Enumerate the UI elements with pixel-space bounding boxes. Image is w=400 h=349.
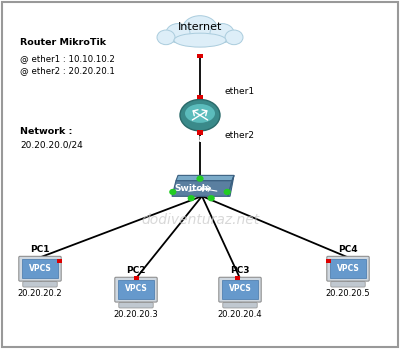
Text: PC4: PC4 — [338, 245, 358, 254]
Text: dodiventuraz.net: dodiventuraz.net — [141, 213, 259, 227]
Text: 20.20.20.0/24: 20.20.20.0/24 — [20, 140, 83, 149]
Text: Router MikroTik: Router MikroTik — [20, 38, 106, 47]
Polygon shape — [176, 175, 234, 181]
Ellipse shape — [157, 30, 175, 45]
Bar — [234, 276, 240, 281]
Ellipse shape — [180, 99, 220, 131]
Ellipse shape — [183, 16, 217, 40]
FancyBboxPatch shape — [119, 302, 153, 308]
Text: PC1: PC1 — [30, 245, 50, 254]
FancyBboxPatch shape — [22, 260, 58, 278]
Text: 20.20.20.5: 20.20.20.5 — [326, 289, 370, 298]
Ellipse shape — [166, 23, 190, 43]
Bar — [134, 276, 140, 281]
FancyBboxPatch shape — [23, 281, 57, 287]
FancyBboxPatch shape — [327, 256, 369, 281]
Ellipse shape — [225, 30, 243, 45]
Ellipse shape — [174, 33, 226, 47]
FancyBboxPatch shape — [223, 302, 257, 308]
Text: 20.20.20.4: 20.20.20.4 — [218, 310, 262, 319]
Bar — [198, 53, 202, 58]
Ellipse shape — [166, 23, 190, 43]
Text: ether1: ether1 — [224, 87, 254, 96]
Text: Router: Router — [181, 134, 219, 144]
Ellipse shape — [210, 23, 234, 43]
Text: PC2: PC2 — [126, 266, 146, 275]
FancyBboxPatch shape — [19, 256, 61, 281]
FancyBboxPatch shape — [222, 281, 258, 299]
Text: VPCS: VPCS — [337, 263, 359, 273]
FancyBboxPatch shape — [115, 277, 157, 302]
Text: @ ether1 : 10.10.10.2: @ ether1 : 10.10.10.2 — [20, 54, 115, 63]
Text: Network :: Network : — [20, 127, 72, 136]
Text: PC3: PC3 — [230, 266, 250, 275]
Ellipse shape — [157, 30, 175, 45]
Text: VPCS: VPCS — [29, 263, 51, 273]
Text: VPCS: VPCS — [229, 284, 251, 294]
FancyBboxPatch shape — [331, 281, 365, 287]
FancyBboxPatch shape — [330, 260, 366, 278]
Polygon shape — [172, 181, 232, 196]
Polygon shape — [228, 175, 234, 196]
Bar — [57, 259, 62, 263]
Text: 20.20.20.3: 20.20.20.3 — [114, 310, 158, 319]
Text: 20.20.20.2: 20.20.20.2 — [18, 289, 62, 298]
Circle shape — [169, 189, 176, 195]
Text: @ ether2 : 20.20.20.1: @ ether2 : 20.20.20.1 — [20, 66, 115, 75]
Ellipse shape — [225, 30, 243, 45]
Circle shape — [208, 195, 215, 201]
Bar — [198, 130, 202, 135]
Circle shape — [224, 189, 231, 195]
FancyBboxPatch shape — [118, 281, 154, 299]
Text: ether2: ether2 — [224, 131, 254, 140]
Bar — [198, 95, 202, 99]
Text: VPCS: VPCS — [125, 284, 147, 294]
Ellipse shape — [183, 16, 217, 40]
Text: Internet: Internet — [178, 22, 222, 32]
Ellipse shape — [185, 104, 215, 123]
Circle shape — [196, 176, 204, 182]
FancyBboxPatch shape — [219, 277, 261, 302]
Ellipse shape — [174, 33, 226, 47]
Text: Switch: Switch — [174, 184, 208, 193]
Ellipse shape — [210, 23, 234, 43]
Circle shape — [188, 195, 195, 201]
Bar — [326, 259, 331, 263]
